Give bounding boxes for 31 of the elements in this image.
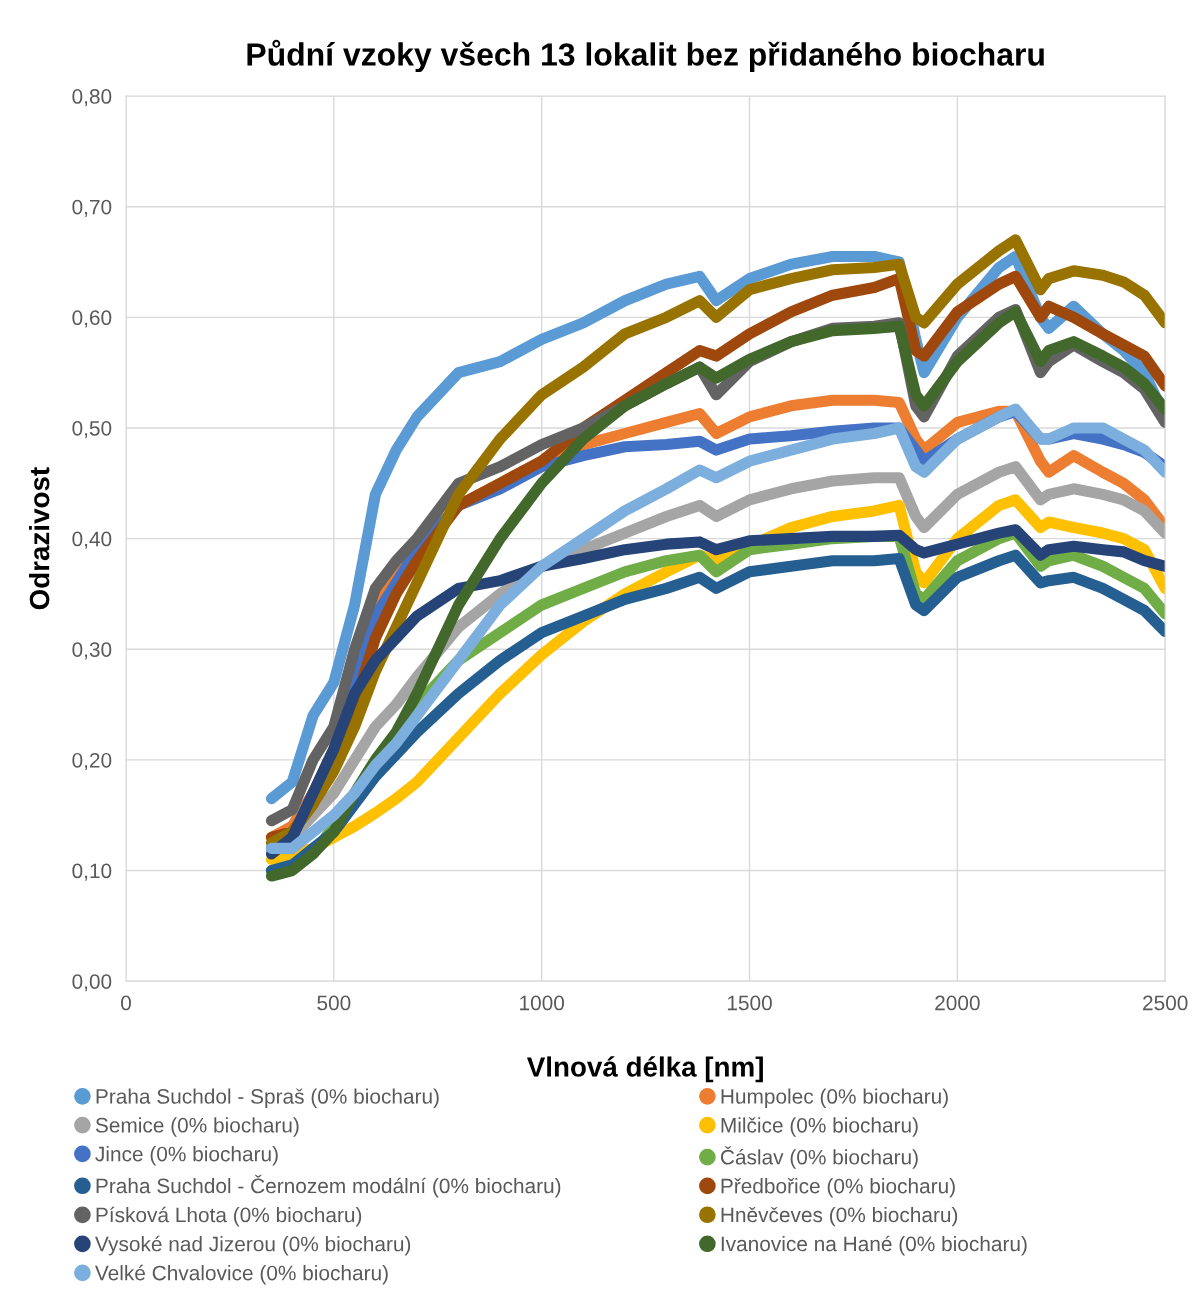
chart-title: Půdní vzoky všech 13 lokalit bez přidaného biocharu (247, 39, 1044, 73)
y-tick-label: 0,50 (72, 420, 112, 439)
x-axis-title: Vlnová délka [nm] (526, 1056, 763, 1083)
y-tick-label: 0,30 (72, 642, 112, 660)
legend-label: Vysoké nad Jizerou (0% biocharu) (95, 1235, 411, 1256)
y-axis-title: Odrazivost (29, 467, 50, 610)
legend-label: Praha Suchdol - Černozem modální (0% biocharu) (96, 1174, 561, 1198)
legend-label: Písková Lhota (0% biocharu) (96, 1206, 362, 1227)
y-tick-label: 0,10 (72, 863, 112, 881)
x-tick-label: 500 (317, 995, 351, 1011)
legend-label: Semice (0% biocharu) (95, 1117, 299, 1137)
y-tick-label: 0,80 (72, 89, 112, 107)
legend-label: Jince (0% biocharu) (95, 1146, 278, 1166)
y-tick-label: 0,70 (72, 199, 112, 217)
y-tick-label: 0,40 (72, 531, 112, 549)
y-tick-label: 0,60 (72, 310, 112, 328)
legend-label: Milčice (0% biocharu) (721, 1117, 918, 1137)
x-tick-label: 2000 (935, 995, 980, 1011)
x-tick-label: 2500 (1143, 995, 1188, 1011)
x-tick-label: 0 (121, 995, 131, 1011)
legend-label: Humpolec (0% biocharu) (721, 1088, 948, 1108)
y-tick-label: 0,20 (72, 752, 112, 771)
y-tick-label: 0,00 (72, 974, 112, 992)
legend-label: Předbořice (0% biocharu) (721, 1178, 955, 1198)
legend-label: Čáslav (0% biocharu) (720, 1146, 918, 1169)
legend-label: Hněvčeves (0% biocharu) (721, 1206, 958, 1227)
legend-label: Praha Suchdol - Spraš (0% biocharu) (96, 1088, 439, 1108)
legend-label: Velké Chvalovice (0% biocharu) (95, 1264, 388, 1285)
x-tick-label: 1500 (727, 995, 772, 1011)
legend-label: Ivanovice na Hané (0% biocharu) (721, 1235, 1027, 1256)
x-tick-label: 1000 (520, 995, 565, 1011)
